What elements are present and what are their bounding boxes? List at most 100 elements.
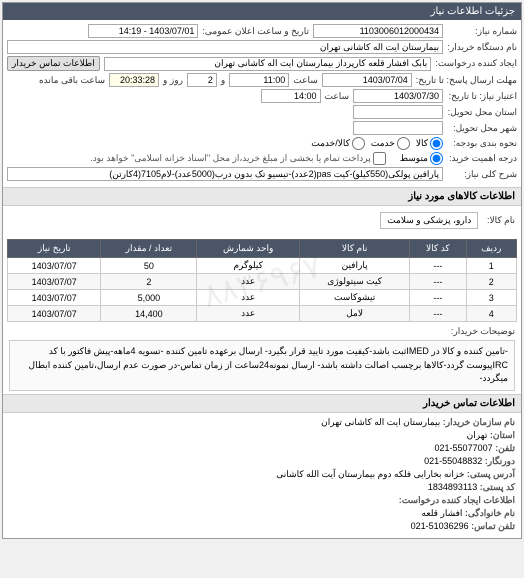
table-cell: 1403/07/07 (8, 274, 101, 290)
deadline-send-label: مهلت ارسال پاسخ: تا تاریخ: (416, 75, 517, 86)
table-cell: 1403/07/07 (8, 306, 101, 322)
contact-postal: 1834893113 (428, 482, 477, 492)
time-label-1: ساعت (293, 75, 318, 86)
contact-org-label: نام سازمان خریدار: (443, 417, 515, 427)
category-row: نام کالا: دارو، پزشکی و سلامت (3, 206, 521, 235)
th-date: تاریخ نیاز (8, 240, 101, 258)
table-cell: 1403/07/07 (8, 258, 101, 274)
table-cell: 50 (101, 258, 197, 274)
creator-phone-value: 51036296-021 (411, 521, 469, 531)
deadline-date-input[interactable] (322, 73, 412, 87)
announce-input[interactable] (88, 24, 198, 38)
priority-radio-group: متوسط (400, 152, 443, 165)
table-cell: 2 (466, 274, 516, 290)
header-title: جزئیات اطلاعات نیاز (431, 6, 515, 17)
table-row[interactable]: 4---لاملعدد14,4001403/07/07 (8, 306, 517, 322)
priority-label: درجه اهمیت خرید: (447, 153, 517, 164)
contact-address-label: آدرس پستی: (467, 469, 515, 479)
deadline-time-input[interactable] (229, 73, 289, 87)
city-input[interactable] (353, 121, 443, 135)
city-label: شهر محل تحویل: (447, 123, 517, 134)
table-cell: 5,000 (101, 290, 197, 306)
validity-label: اعتبار نیاز: تا تاریخ: (447, 91, 517, 102)
budget-service-input[interactable] (397, 137, 410, 150)
budget-radio-group: کالا خدمت کالا/خدمت (311, 137, 443, 150)
goods-section-title: اطلاعات کالاهای مورد نیاز (3, 187, 521, 206)
contact-province-label: استان: (490, 430, 515, 440)
category-value: دارو، پزشکی و سلامت (380, 212, 478, 229)
contact-fax-label: دورنگار: (485, 456, 515, 466)
table-cell: 3 (466, 290, 516, 306)
validity-date-input[interactable] (353, 89, 443, 103)
buyer-org-input[interactable] (7, 40, 443, 54)
table-cell: 1403/07/07 (8, 290, 101, 306)
budget-both-input[interactable] (352, 137, 365, 150)
table-cell: 4 (466, 306, 516, 322)
request-number-input[interactable] (313, 24, 443, 38)
desc-label: شرح کلی نیاز: (447, 169, 517, 180)
contact-province: تهران (467, 430, 488, 440)
th-qty: تعداد / مقدار (101, 240, 197, 258)
days-remaining-input[interactable] (187, 73, 217, 87)
buyer-desc-label: توضیحات خریدار: (445, 326, 515, 337)
creator-phone-label: تلفن تماس: (471, 521, 515, 531)
time-label-2: ساعت (325, 91, 350, 102)
request-form: شماره نیاز: تاریخ و ساعت اعلان عمومی: نا… (3, 20, 521, 187)
table-row[interactable]: 1---پارافینکیلوگرم501403/07/07 (8, 258, 517, 274)
table-cell: --- (410, 290, 466, 306)
table-cell: لامل (300, 306, 410, 322)
buyer-org-label: نام دستگاه خریدار: (447, 42, 517, 53)
contact-postal-label: کد پستی: (480, 482, 515, 492)
validity-time-input[interactable] (261, 89, 321, 103)
time-remaining-input[interactable] (109, 73, 159, 87)
priority-normal-radio[interactable]: متوسط (400, 152, 443, 165)
contacts-section: نام سازمان خریدار: بیمارستان ایت اله کاش… (3, 413, 521, 538)
contact-address: خزانه بخارایی فلکه دوم بیمارستان آیت الل… (276, 469, 464, 479)
contact-phone: 55077007-021 (435, 443, 493, 453)
th-name: نام کالا (300, 240, 410, 258)
requester-input[interactable] (104, 57, 432, 71)
table-cell: --- (410, 258, 466, 274)
payment-note-checkbox[interactable]: پرداخت تمام یا بخشی از مبلغ خرید،از محل … (90, 152, 385, 165)
table-cell: تیشوکاست (300, 290, 410, 306)
creator-label: اطلاعات ایجاد کننده درخواست: (399, 495, 515, 505)
table-row[interactable]: 2---کیت سیتولوژیعدد21403/07/07 (8, 274, 517, 290)
requester-label: ایجاد کننده درخواست: (435, 58, 517, 69)
contact-info-button[interactable]: اطلاعات تماس خریدار (7, 56, 100, 71)
table-header-row: ردیف کد کالا نام کالا واحد شمارش تعداد /… (8, 240, 517, 258)
budget-service-radio[interactable]: خدمت (371, 137, 410, 150)
table-cell: عدد (197, 274, 300, 290)
table-row[interactable]: 3---تیشوکاستعدد5,0001403/07/07 (8, 290, 517, 306)
table-cell: --- (410, 306, 466, 322)
payment-note-input[interactable] (373, 152, 386, 165)
request-number-label: شماره نیاز: (447, 26, 517, 37)
table-cell: عدد (197, 290, 300, 306)
buyer-desc-text: -تامین کننده و کالا در IMEDثبت باشد-کیفی… (9, 340, 515, 391)
table-cell: 1 (466, 258, 516, 274)
table-cell: کیلوگرم (197, 258, 300, 274)
contact-fax: 55048832-021 (424, 456, 482, 466)
priority-normal-input[interactable] (430, 152, 443, 165)
table-cell: عدد (197, 306, 300, 322)
announce-label: تاریخ و ساعت اعلان عمومی: (202, 26, 309, 37)
th-unit: واحد شمارش (197, 240, 300, 258)
th-index: ردیف (466, 240, 516, 258)
budget-both-radio[interactable]: کالا/خدمت (311, 137, 365, 150)
table-cell: کیت سیتولوژی (300, 274, 410, 290)
contact-org: بیمارستان ایت اله کاشانی تهران (321, 417, 440, 427)
days-label: روز و (163, 75, 183, 86)
budget-goods-radio[interactable]: کالا (416, 137, 443, 150)
budget-goods-input[interactable] (430, 137, 443, 150)
province-input[interactable] (353, 105, 443, 119)
family-value: افشار قلعه (422, 508, 463, 518)
desc-input[interactable] (7, 167, 443, 181)
table-cell: پارافین (300, 258, 410, 274)
category-label: نام کالا: (487, 215, 515, 225)
contact-phone-label: تلفن: (495, 443, 515, 453)
remaining-label: ساعت باقی مانده (39, 75, 105, 86)
goods-table: ردیف کد کالا نام کالا واحد شمارش تعداد /… (7, 239, 517, 322)
budget-type-label: نحوه بندی بودجه: (447, 138, 517, 149)
table-cell: 14,400 (101, 306, 197, 322)
family-label: نام خانوادگی: (465, 508, 515, 518)
th-code: کد کالا (410, 240, 466, 258)
